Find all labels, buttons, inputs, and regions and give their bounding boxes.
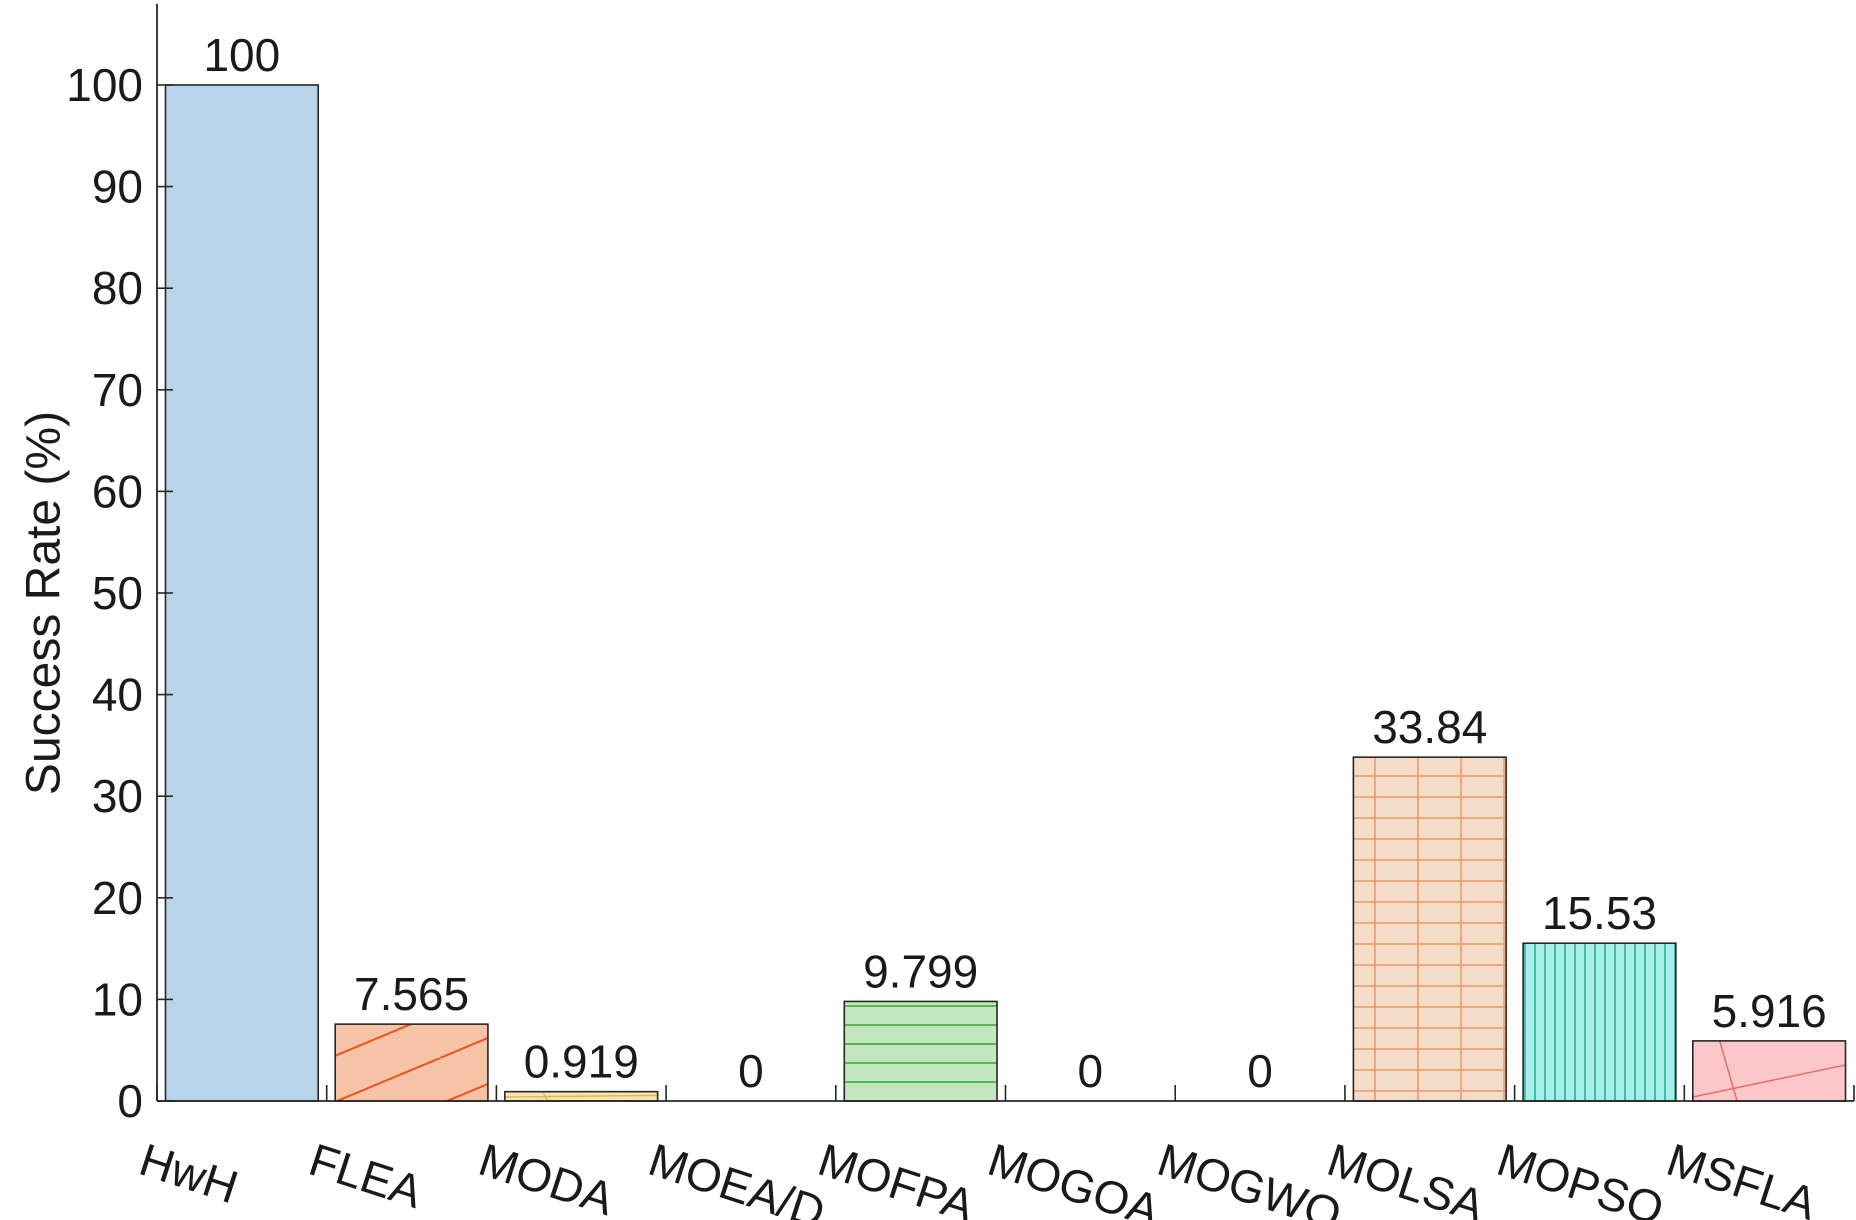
bar-hatch	[335, 1024, 488, 1101]
y-tick-label: 30	[92, 770, 143, 822]
x-tick-label: MODA	[473, 1133, 621, 1220]
x-tick-label: MOFPA	[812, 1133, 981, 1220]
axes	[156, 3, 1855, 1102]
y-tick-label: 80	[92, 262, 143, 314]
bar-group-1	[334, 1023, 489, 1102]
y-tick-label: 70	[92, 364, 143, 416]
bar-hatch	[1353, 757, 1507, 1101]
bar	[165, 85, 319, 1101]
bar-value-label: 5.916	[1712, 985, 1827, 1037]
labels: 100HwH7.565FLEA0.919MODA0MOEA/D9.799MOFP…	[66, 29, 1826, 1220]
bar-value-label: 0	[738, 1045, 764, 1097]
bar-hatch	[1692, 1040, 1846, 1101]
bar-value-label: 15.53	[1542, 887, 1657, 939]
y-tick-label: 100	[66, 59, 143, 111]
x-tick-label: MOGWO	[1152, 1133, 1348, 1220]
bar-group-9	[1691, 1040, 1847, 1102]
y-tick-label: 40	[92, 669, 143, 721]
bar-value-label: 9.799	[863, 945, 978, 997]
bar-group-0	[164, 84, 320, 1102]
y-tick-label: 0	[117, 1075, 143, 1127]
x-tick-label: MOPSO	[1491, 1133, 1670, 1220]
y-tick-label: 20	[92, 872, 143, 924]
x-tick-label: MOGOA	[982, 1133, 1166, 1220]
bar-hatch	[1523, 943, 1676, 1101]
bar-value-label: 0	[1247, 1045, 1273, 1097]
bars	[164, 84, 1847, 1102]
bar-hatch	[504, 1091, 658, 1102]
x-tick-label: FLEA	[303, 1133, 429, 1218]
bar-group-8	[1522, 942, 1677, 1102]
bar-value-label: 0	[1078, 1045, 1104, 1097]
bar-value-label: 7.565	[354, 968, 469, 1020]
x-tick-label: MOEA/D	[643, 1133, 832, 1220]
bar-group-4	[843, 1000, 998, 1102]
x-tick-label: HwH	[134, 1133, 245, 1213]
y-tick-label: 50	[92, 567, 143, 619]
bar-value-label: 0.919	[524, 1036, 639, 1088]
bar-hatch	[844, 1001, 998, 1101]
y-tick-label: 10	[92, 973, 143, 1025]
x-tick-label: MSFLA	[1661, 1133, 1823, 1220]
y-axis-title: Success Rate (%)	[18, 411, 71, 795]
bar-value-label: 33.84	[1372, 701, 1487, 753]
y-tick-label: 60	[92, 465, 143, 517]
y-tick-label: 90	[92, 161, 143, 213]
bar-value-label: 100	[203, 29, 280, 81]
bar-group-7	[1352, 756, 1507, 1102]
x-tick-label: MOLSA	[1321, 1133, 1491, 1220]
